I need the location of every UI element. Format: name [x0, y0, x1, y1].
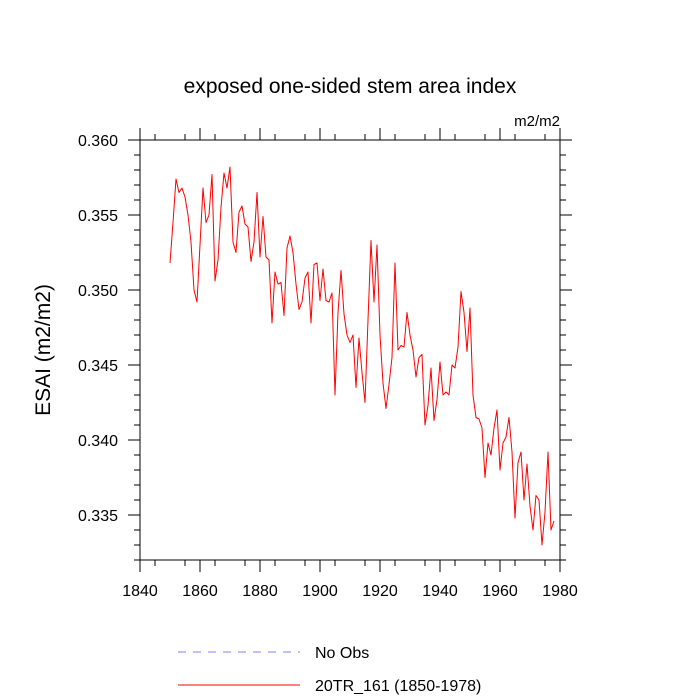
- x-tick-label: 1960: [482, 583, 518, 600]
- x-tick-label: 1900: [302, 583, 338, 600]
- series-group: [169, 166, 555, 546]
- x-tick-label: 1920: [362, 583, 398, 600]
- x-tick-label: 1860: [182, 583, 218, 600]
- y-axis-label: ESAI (m2/m2): [32, 284, 55, 416]
- x-tick-label: 1880: [242, 583, 278, 600]
- legend-label-20tr-161: 20TR_161 (1850-1978): [315, 678, 481, 695]
- plot-frame: [139, 139, 561, 561]
- legend: No Obs 20TR_161 (1850-1978): [178, 645, 481, 695]
- y-tick-labels: 0.335 0.340 0.345 0.350 0.355 0.360: [78, 133, 118, 525]
- chart-title: exposed one-sided stem area index: [184, 75, 517, 98]
- y-tick-label: 0.355: [78, 208, 118, 225]
- x-tick-label: 1980: [542, 583, 578, 600]
- y-tick-label: 0.360: [78, 133, 118, 150]
- y-tick-label: 0.335: [78, 508, 118, 525]
- y-tick-label: 0.345: [78, 358, 118, 375]
- x-tick-labels: 1840 1860 1880 1900 1920 1940 1960 1980: [122, 583, 578, 600]
- y-tick-label: 0.340: [78, 433, 118, 450]
- units-label: m2/m2: [514, 113, 560, 130]
- series-line-20tr-161: [169, 166, 555, 546]
- y-tick-label: 0.350: [78, 283, 118, 300]
- x-tick-label: 1940: [422, 583, 458, 600]
- axis-ticks: [128, 128, 572, 572]
- x-tick-label: 1840: [122, 583, 158, 600]
- legend-label-no-obs: No Obs: [315, 645, 369, 662]
